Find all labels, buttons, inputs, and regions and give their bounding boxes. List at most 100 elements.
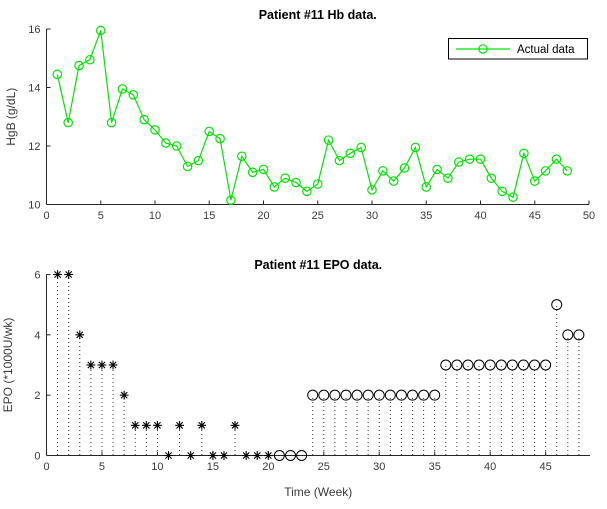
epo-asterisk-marker bbox=[175, 420, 185, 430]
y-tick-label: 6 bbox=[34, 270, 40, 282]
x-tick-label: 10 bbox=[149, 210, 161, 222]
hb-data-point bbox=[52, 69, 63, 80]
epo-asterisk-marker bbox=[153, 420, 162, 430]
epo-y-axis-label: EPO (*1000U/wk) bbox=[1, 318, 15, 413]
epo-circle-marker bbox=[285, 450, 297, 461]
y-ticks: 10 12 14 16 bbox=[28, 24, 51, 212]
hb-data-point bbox=[519, 148, 529, 159]
hb-data-point bbox=[247, 167, 258, 178]
x-tick-label: 0 bbox=[43, 210, 49, 222]
epo-asterisk-marker bbox=[119, 390, 129, 400]
hb-data-point bbox=[421, 182, 432, 192]
x-tick-label: 50 bbox=[583, 210, 595, 222]
y-ticks: 0 2 4 6 bbox=[34, 270, 51, 463]
y-tick-label: 14 bbox=[28, 83, 40, 95]
epo-x-axis-label: Time (Week) bbox=[284, 485, 352, 499]
hb-data-point bbox=[453, 157, 464, 167]
epo-circle-marker bbox=[540, 359, 552, 371]
epo-circle-marker bbox=[440, 359, 452, 371]
x-tick-label: 20 bbox=[262, 461, 274, 473]
epo-circle-marker bbox=[418, 389, 430, 401]
x-tick-label: 30 bbox=[366, 210, 378, 222]
hb-data-point bbox=[367, 185, 377, 195]
hb-data-point bbox=[410, 142, 421, 153]
epo-data-points bbox=[53, 270, 585, 461]
y-tick-label: 4 bbox=[34, 330, 40, 342]
epo-circle-marker bbox=[384, 389, 396, 401]
hb-data-point bbox=[432, 164, 442, 175]
x-tick-label: 0 bbox=[43, 461, 49, 473]
epo-circle-marker bbox=[529, 359, 541, 371]
epo-circle-marker bbox=[429, 389, 441, 401]
hb-data-point bbox=[117, 84, 128, 94]
epo-circle-marker bbox=[273, 450, 285, 461]
epo-circle-marker bbox=[362, 389, 374, 401]
x-tick-label: 15 bbox=[203, 210, 215, 222]
y-tick-label: 12 bbox=[28, 141, 40, 153]
epo-plot: 0 5 10 15 20 25 30 35 40 45 0 2 4 6 Patient #11 EPO da… bbox=[1, 258, 590, 499]
hb-data-point bbox=[291, 177, 301, 188]
legend-entry-label: Actual data bbox=[517, 44, 575, 56]
hb-data-point bbox=[475, 154, 486, 164]
legend-box bbox=[448, 38, 588, 60]
hb-plot: 0 5 10 15 20 25 30 35 40 45 50 10 12 14 16 Patient #11 … bbox=[4, 8, 595, 222]
x-ticks: 0 5 10 15 20 25 30 35 40 45 50 bbox=[43, 200, 595, 222]
epo-circle-marker bbox=[484, 359, 496, 371]
hb-data-point bbox=[74, 60, 84, 71]
x-tick-label: 5 bbox=[98, 210, 104, 222]
x-tick-label: 35 bbox=[420, 210, 432, 222]
epo-asterisk-marker bbox=[130, 420, 140, 430]
hb-data-point bbox=[356, 142, 366, 153]
hb-data-point bbox=[63, 117, 73, 128]
hb-data-point bbox=[540, 166, 551, 176]
x-tick-label: 30 bbox=[373, 461, 385, 473]
epo-asterisk-marker bbox=[86, 360, 96, 370]
hb-data-point bbox=[378, 166, 388, 176]
epo-asterisk-marker bbox=[252, 451, 262, 460]
hb-data-point bbox=[139, 114, 149, 125]
hb-data-point bbox=[226, 195, 236, 205]
epo-circle-marker bbox=[329, 389, 341, 401]
hb-data-point bbox=[106, 117, 117, 128]
hb-data-point bbox=[182, 161, 193, 172]
hb-data-point bbox=[258, 164, 269, 175]
legend-marker-sample bbox=[478, 44, 488, 54]
epo-asterisk-marker bbox=[219, 451, 229, 460]
hb-data-point bbox=[312, 179, 323, 189]
hb-data-point bbox=[529, 176, 540, 186]
epo-circle-marker bbox=[351, 389, 363, 401]
epo-circle-marker bbox=[307, 389, 319, 401]
hb-data-point bbox=[215, 133, 225, 144]
epo-asterisk-marker bbox=[53, 270, 62, 279]
hb-data-point bbox=[269, 182, 280, 192]
hb-data-point bbox=[497, 186, 507, 197]
hb-data-point bbox=[562, 166, 573, 176]
y-tick-label: 16 bbox=[28, 24, 40, 36]
hb-data-point bbox=[204, 126, 215, 137]
x-tick-label: 20 bbox=[257, 210, 269, 222]
epo-circle-marker bbox=[373, 389, 385, 401]
epo-asterisk-marker bbox=[97, 360, 107, 370]
hb-data-point bbox=[345, 148, 356, 159]
hb-data-point bbox=[302, 186, 312, 197]
epo-asterisk-marker bbox=[230, 420, 240, 430]
x-tick-label: 35 bbox=[429, 461, 441, 473]
epo-circle-marker bbox=[340, 389, 352, 401]
epo-asterisk-marker bbox=[263, 451, 273, 460]
x-tick-label: 45 bbox=[540, 461, 552, 473]
epo-asterisk-marker bbox=[164, 451, 173, 460]
hb-y-axis-label: HgB (g/dL) bbox=[4, 88, 18, 146]
y-tick-label: 0 bbox=[34, 451, 40, 463]
epo-circle-marker bbox=[451, 359, 463, 371]
epo-asterisk-marker bbox=[141, 420, 151, 430]
hb-data-point bbox=[334, 155, 345, 166]
epo-stems bbox=[57, 274, 580, 455]
hb-data-point bbox=[508, 192, 518, 202]
x-tick-label: 45 bbox=[529, 210, 541, 222]
hb-data-point bbox=[323, 135, 334, 145]
epo-circle-marker bbox=[551, 299, 563, 311]
hb-data-point bbox=[171, 141, 182, 151]
x-tick-label: 25 bbox=[312, 210, 324, 222]
epo-circle-marker bbox=[473, 359, 485, 371]
